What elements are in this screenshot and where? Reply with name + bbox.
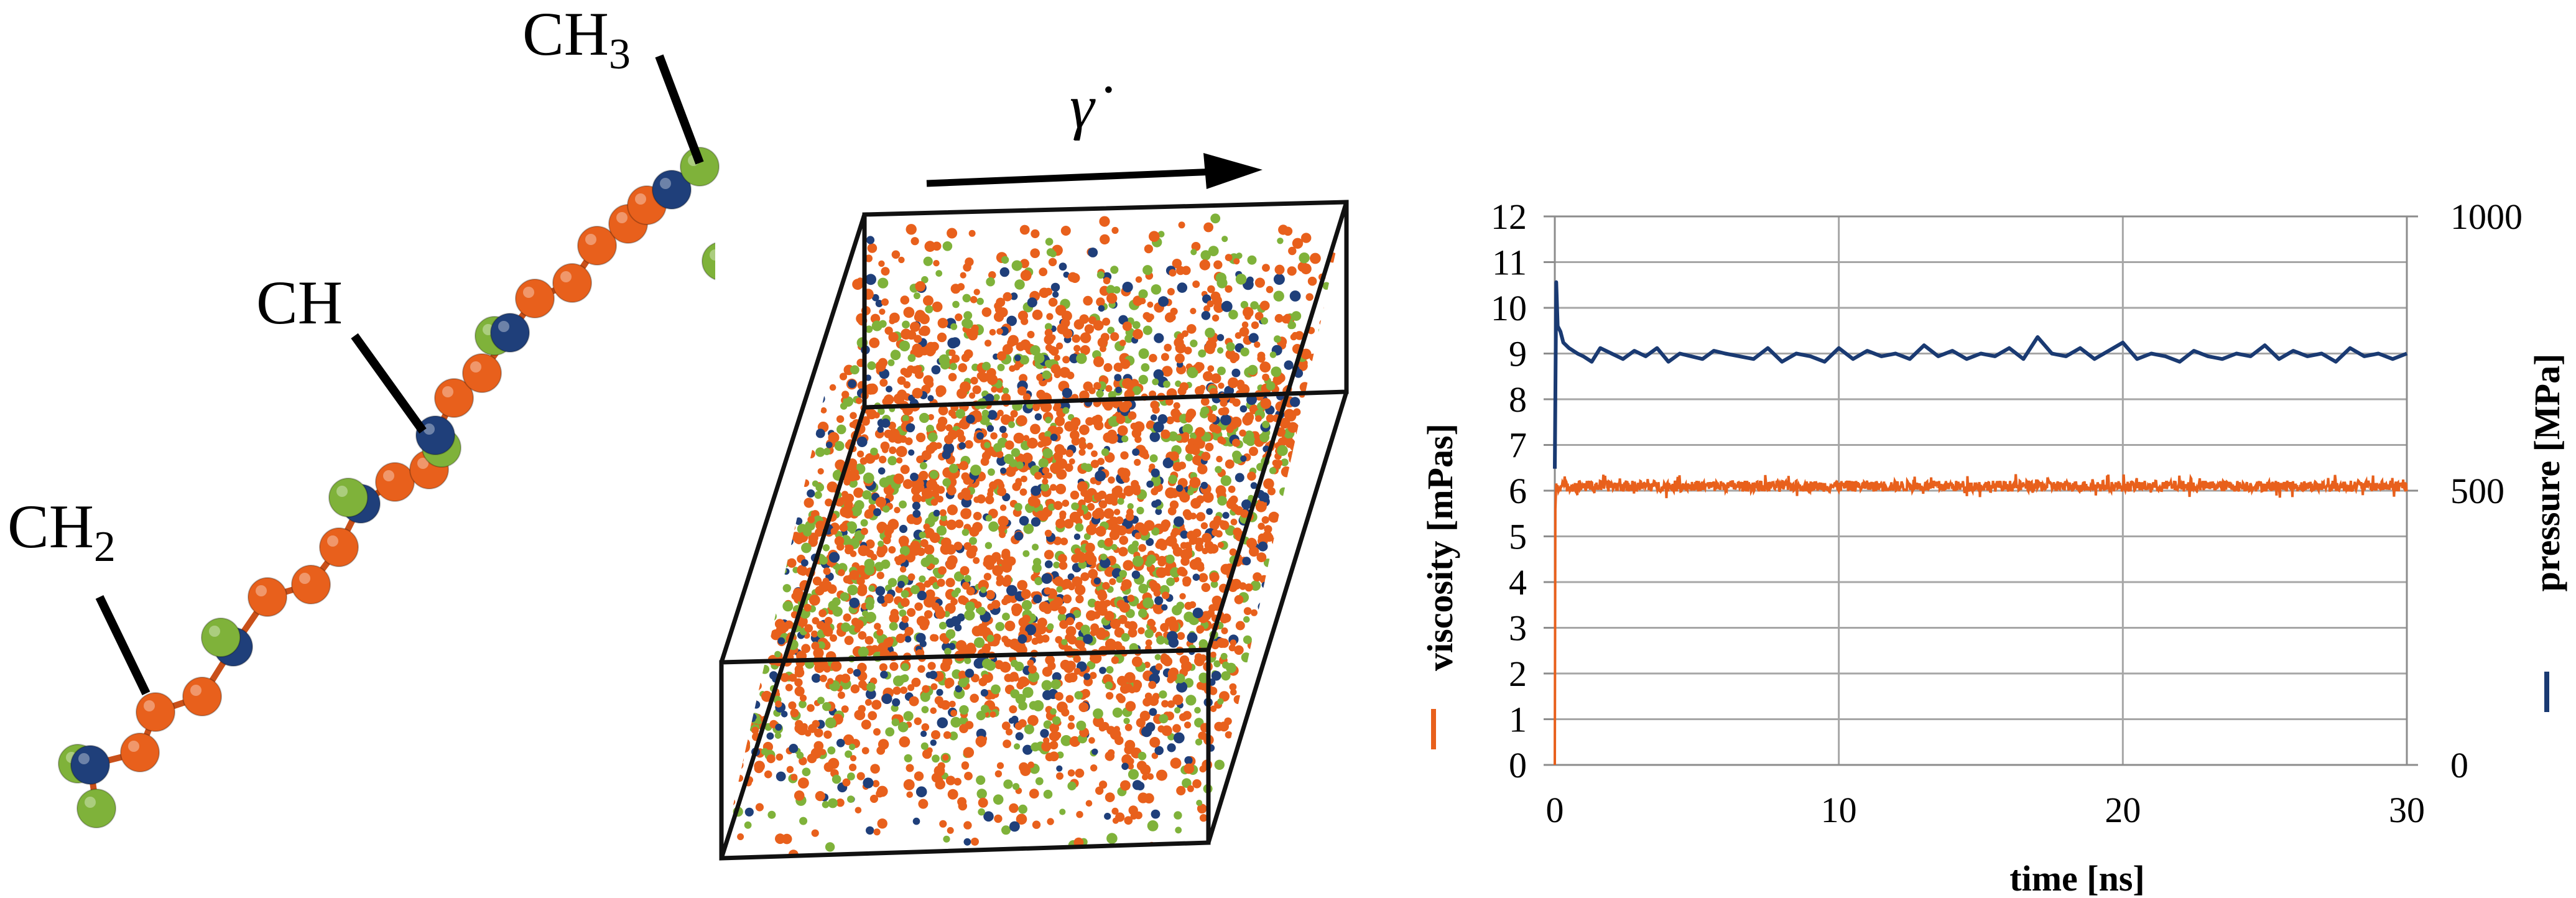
atom-ch2 bbox=[291, 565, 331, 604]
y-right-tick-label: 500 bbox=[2450, 471, 2504, 511]
y-left-tick-label: 6 bbox=[1509, 471, 1527, 511]
y-left-tick-label: 10 bbox=[1491, 288, 1527, 328]
y-left-tick-label: 4 bbox=[1509, 562, 1527, 603]
x-tick-label: 30 bbox=[2389, 790, 2425, 830]
y-left-axis-title: viscosity [mPas] bbox=[1420, 424, 1460, 671]
y-left-tick-label: 11 bbox=[1492, 243, 1527, 283]
x-tick-label: 0 bbox=[1546, 790, 1564, 830]
shear-arrow-shaft bbox=[926, 168, 1216, 187]
atom-ch2 bbox=[182, 677, 222, 716]
y-right-axis-title: pressure [MPa] bbox=[2527, 354, 2567, 592]
y-right-tick-label: 1000 bbox=[2450, 197, 2523, 237]
atom-ch2 bbox=[515, 279, 555, 318]
atom-ch2 bbox=[375, 462, 415, 502]
y-right-tick-label: 0 bbox=[2450, 745, 2468, 785]
y-left-tick-label: 2 bbox=[1509, 654, 1527, 694]
box-edges bbox=[719, 200, 1349, 861]
atom-ch bbox=[652, 170, 692, 210]
y-left-tick-label: 8 bbox=[1509, 379, 1527, 420]
y-left-tick-label: 9 bbox=[1509, 334, 1527, 374]
molecule-labels: CH3 CH CH2 bbox=[7, 0, 704, 696]
atom-ch2 bbox=[434, 378, 474, 418]
atom-ch2 bbox=[552, 263, 592, 303]
atom-ch2 bbox=[462, 353, 502, 393]
y-left-tick-label: 12 bbox=[1491, 197, 1527, 237]
label-ch3: CH3 bbox=[522, 0, 631, 78]
y-left-tick-label: 1 bbox=[1509, 700, 1527, 740]
atom-ch3 bbox=[201, 618, 241, 657]
atom-ch bbox=[490, 313, 530, 353]
atom-ch3 bbox=[328, 478, 368, 517]
series-pressure-line bbox=[1553, 280, 2408, 469]
shear-rate-label: γ̇ bbox=[1070, 72, 1112, 141]
x-tick-label: 10 bbox=[1821, 790, 1857, 830]
x-axis-title: time [ns] bbox=[2009, 858, 2144, 898]
series-viscosity-line bbox=[1554, 473, 2408, 766]
atom-ch2 bbox=[248, 577, 287, 617]
atom-ch2 bbox=[577, 226, 617, 266]
pointer-ch2 bbox=[95, 595, 151, 696]
shear-arrow-head bbox=[1203, 153, 1263, 189]
y-left-tick-label: 0 bbox=[1509, 745, 1527, 785]
simulation-box-panel: γ̇ bbox=[715, 72, 1356, 864]
y-left-tick-label: 3 bbox=[1509, 608, 1527, 649]
y-left-tick-label: 5 bbox=[1509, 517, 1527, 557]
label-ch2: CH2 bbox=[7, 492, 116, 571]
pointer-ch3 bbox=[655, 54, 704, 165]
y-left-tick-label: 7 bbox=[1509, 425, 1527, 466]
atom-ch2 bbox=[120, 733, 160, 772]
atom-ch bbox=[415, 415, 455, 455]
y-right-title-group: pressure [MPa] bbox=[2527, 354, 2567, 592]
y-left-title-group: viscosity [mPas] bbox=[1420, 424, 1460, 671]
series-layer bbox=[1553, 280, 2408, 766]
atom-ch2 bbox=[319, 527, 359, 567]
atom-ch bbox=[70, 745, 110, 785]
atom-ch3 bbox=[680, 147, 720, 187]
atom-ch2 bbox=[136, 692, 175, 732]
pointer-ch bbox=[351, 333, 427, 434]
x-tick-label: 20 bbox=[2105, 790, 2141, 830]
label-ch: CH bbox=[256, 268, 343, 337]
molecule-panel bbox=[58, 147, 741, 828]
atom-ch3 bbox=[76, 789, 116, 828]
